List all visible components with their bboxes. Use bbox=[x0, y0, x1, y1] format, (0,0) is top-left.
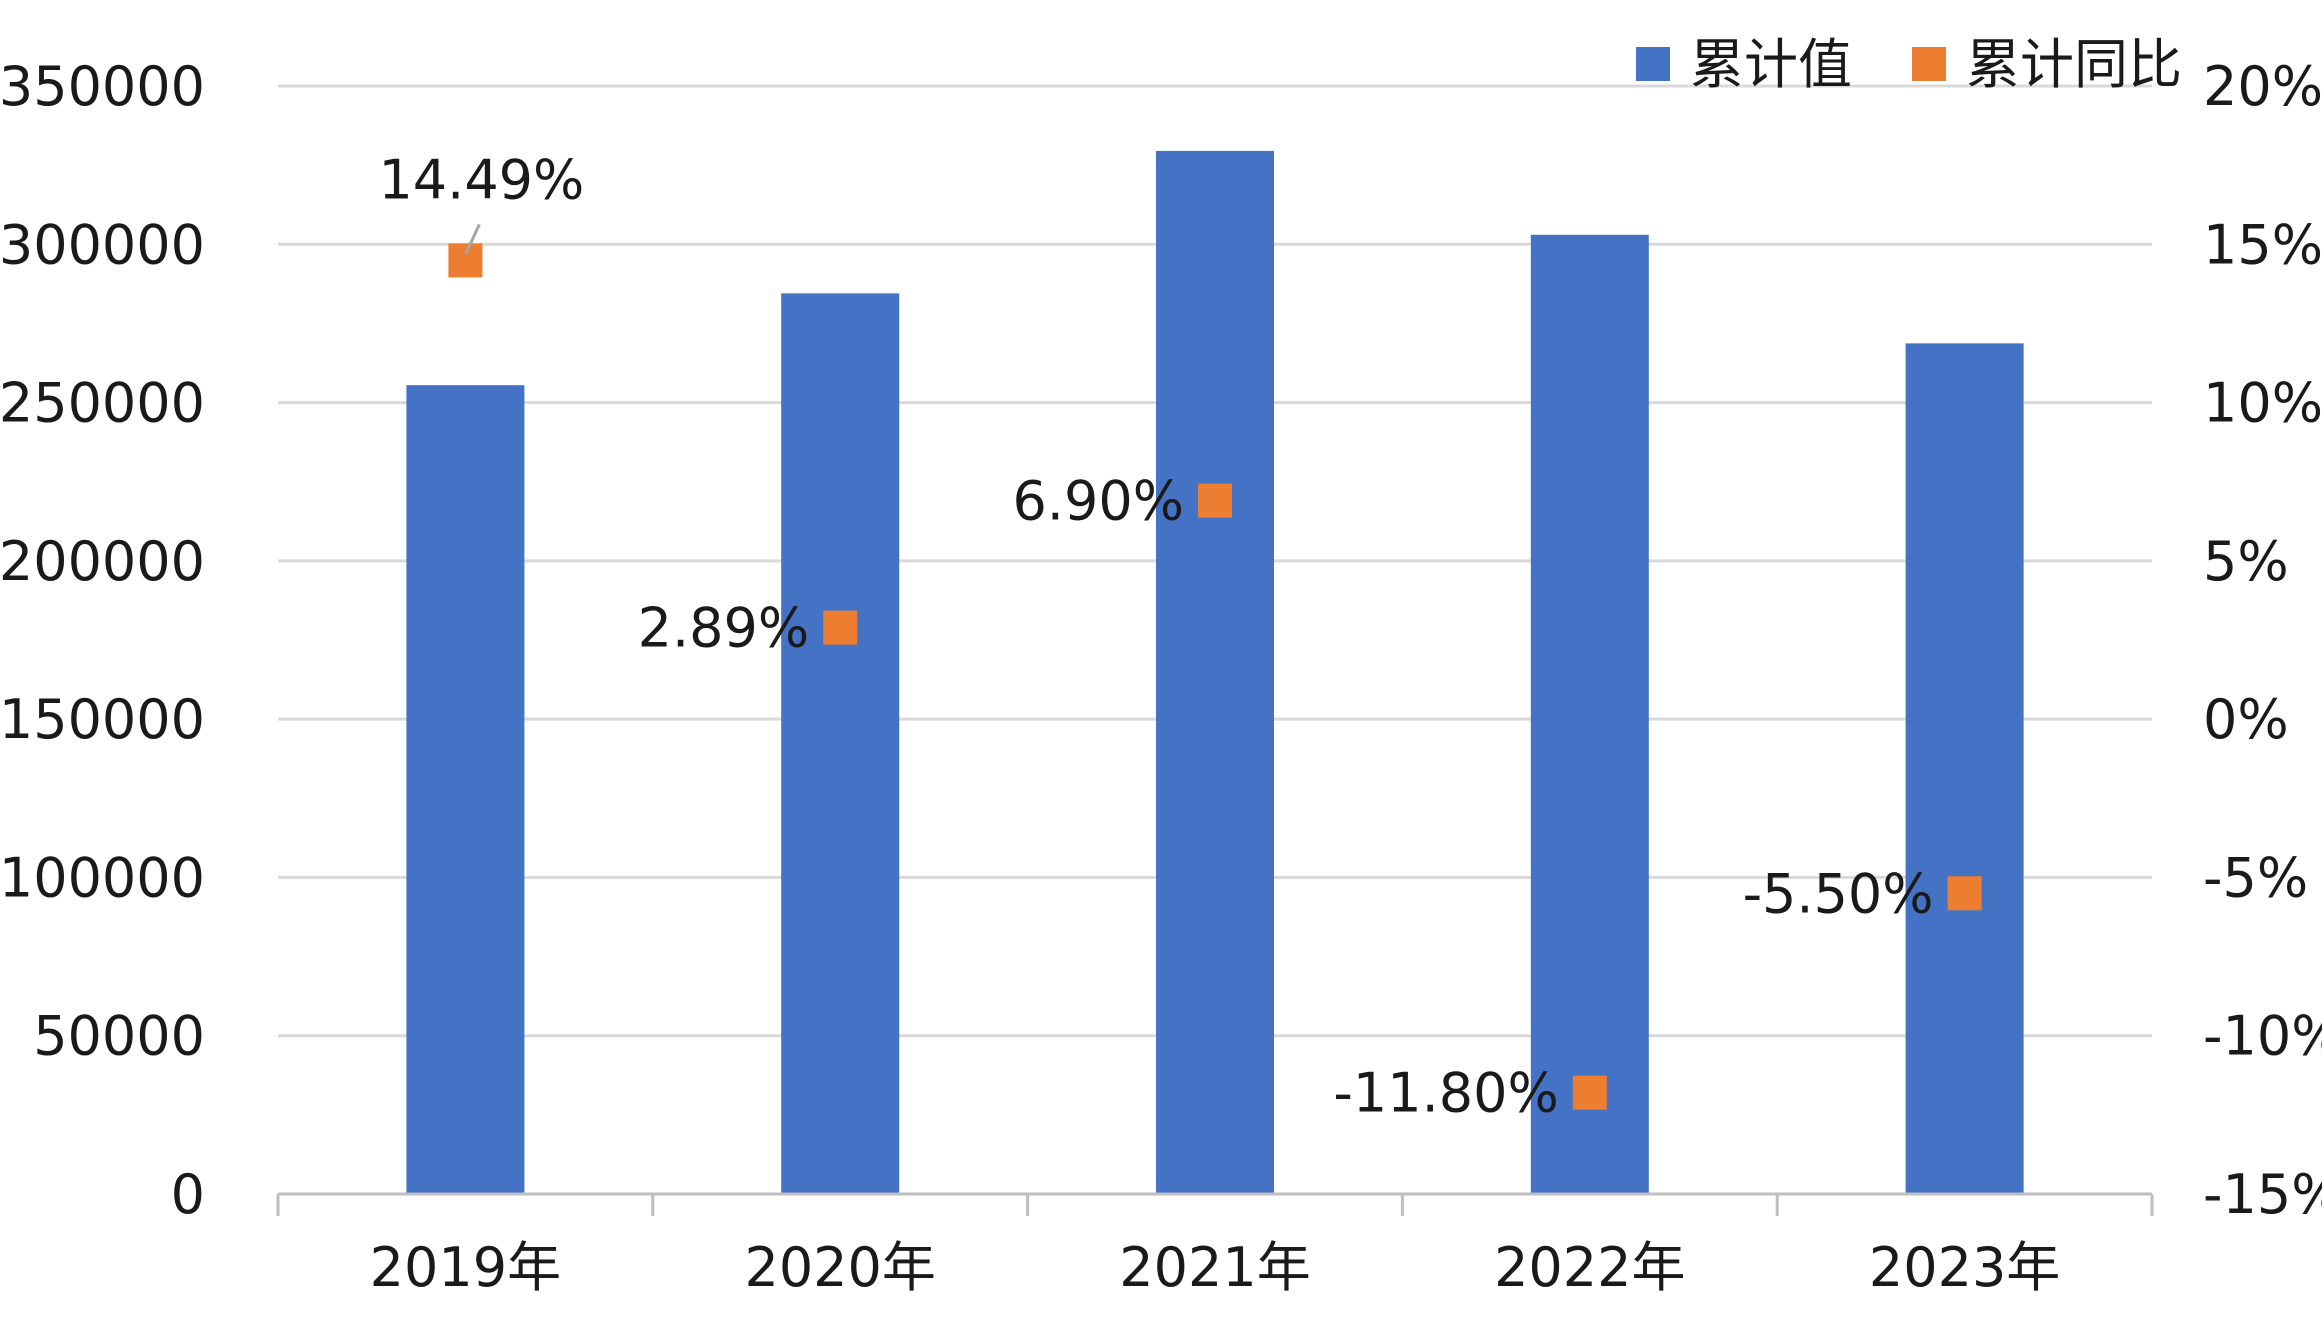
y-left-tick-label: 300000 bbox=[0, 213, 205, 276]
y-right-tick-label: -5% bbox=[2203, 846, 2308, 909]
x-tick-label: 2020年 bbox=[744, 1236, 935, 1299]
data-label: 6.90% bbox=[1012, 470, 1184, 533]
marker-series bbox=[448, 243, 1982, 1110]
data-label: -5.50% bbox=[1743, 862, 1934, 925]
legend-label: 累计值 bbox=[1690, 33, 1852, 96]
y-right-tick-label: -15% bbox=[2203, 1163, 2322, 1226]
legend-swatch-marker bbox=[1912, 47, 1946, 81]
y-left-tick-label: 250000 bbox=[0, 372, 205, 435]
bar-2023年 bbox=[1905, 343, 2024, 1194]
marker-2020年 bbox=[823, 610, 858, 645]
x-tick-label: 2023年 bbox=[1869, 1236, 2060, 1299]
data-labels: 14.49% 2.89% 6.90% -11.80% -5.50% bbox=[378, 148, 1933, 1124]
x-tick-label: 2021年 bbox=[1119, 1236, 1310, 1299]
x-tick-label: 2022年 bbox=[1494, 1236, 1685, 1299]
y-right-tick-label: 20% bbox=[2203, 55, 2322, 118]
legend-swatch-bar bbox=[1636, 47, 1670, 81]
y-left-tick-label: 350000 bbox=[0, 55, 205, 118]
bar-2020年 bbox=[781, 293, 900, 1195]
marker-2022年 bbox=[1572, 1075, 1607, 1110]
y-left-tick-label: 200000 bbox=[0, 530, 205, 593]
legend-label: 累计同比 bbox=[1966, 33, 2182, 96]
axes: 0 50000 100000 150000 200000 250000 300000 3500… bbox=[0, 55, 2322, 1299]
x-tick-label: 2019年 bbox=[370, 1236, 561, 1299]
data-label: -11.80% bbox=[1333, 1062, 1558, 1125]
data-label: 2.89% bbox=[638, 597, 810, 660]
bar-2022年 bbox=[1530, 234, 1649, 1194]
y-right-tick-label: 0% bbox=[2203, 688, 2289, 751]
bar-series bbox=[406, 150, 2024, 1195]
y-right-tick-label: 10% bbox=[2203, 372, 2322, 435]
y-left-tick-label: 0 bbox=[171, 1163, 205, 1226]
data-label: 14.49% bbox=[378, 148, 584, 211]
y-left-tick-label: 50000 bbox=[33, 1005, 205, 1068]
y-left-tick-label: 100000 bbox=[0, 846, 205, 909]
y-right-tick-label: -10% bbox=[2203, 1005, 2322, 1068]
marker-2023年 bbox=[1947, 876, 1982, 911]
y-left-tick-label: 150000 bbox=[0, 688, 205, 751]
y-right-tick-label: 15% bbox=[2203, 213, 2322, 276]
label-leader-line bbox=[464, 223, 481, 256]
bar-2021年 bbox=[1156, 150, 1274, 1195]
legend: 累计值 累计同比 bbox=[1636, 33, 2182, 96]
y-right-tick-label: 5% bbox=[2203, 530, 2289, 593]
marker-2019年 bbox=[448, 243, 483, 278]
bar-2019年 bbox=[406, 385, 525, 1194]
marker-2021年 bbox=[1198, 483, 1232, 518]
